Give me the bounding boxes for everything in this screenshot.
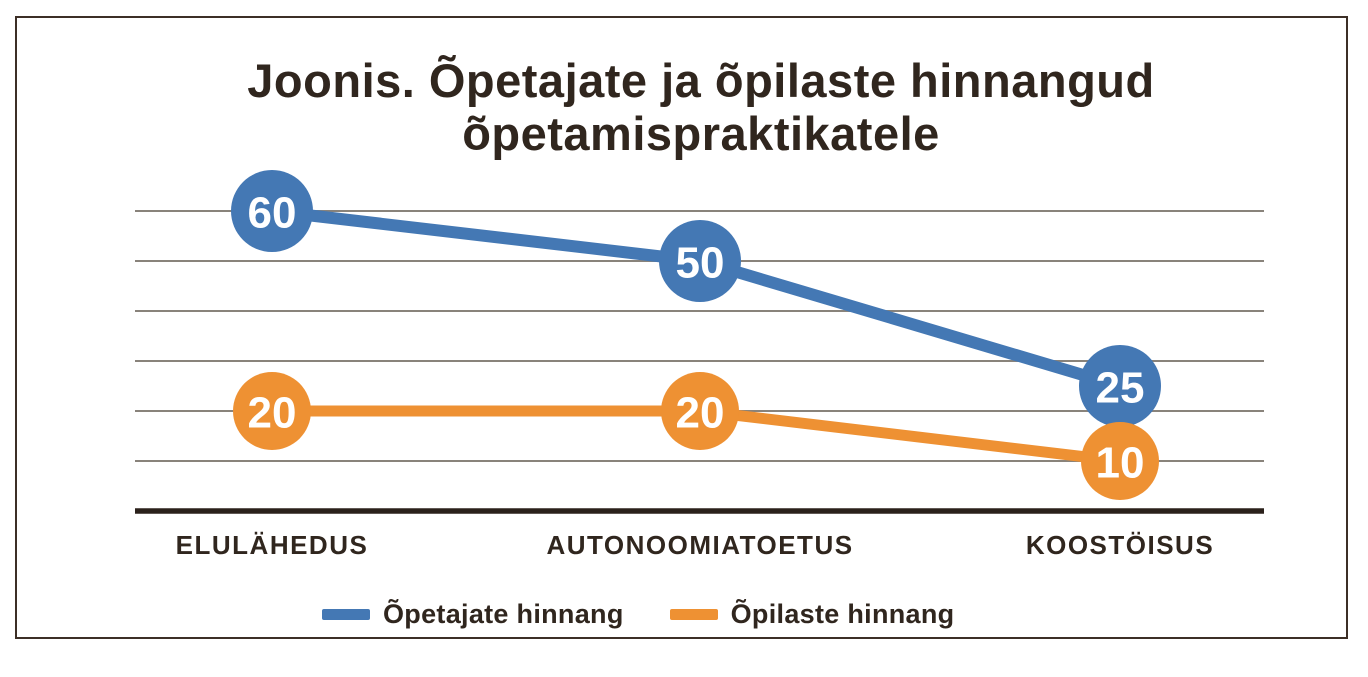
series-line-1 bbox=[266, 405, 1126, 467]
x-axis-label-1: AUTONOOMIATOETUS bbox=[546, 530, 853, 560]
data-point-label: 20 bbox=[248, 389, 297, 438]
x-axis-label-2: KOOSTÖISUS bbox=[1026, 530, 1214, 560]
data-point-label: 10 bbox=[1096, 439, 1145, 488]
teachers-series-swatch bbox=[322, 608, 370, 620]
figure-title: Joonis. Õpetajate ja õpilaste hinnangud … bbox=[17, 54, 1368, 160]
data-point-label: 50 bbox=[676, 239, 725, 288]
data-point-marker bbox=[1079, 345, 1161, 427]
data-point-marker bbox=[1081, 422, 1159, 500]
data-point-label: 25 bbox=[1096, 364, 1145, 413]
legend-item-teachers: Õpetajate hinnang bbox=[322, 599, 624, 630]
legend-label-teachers: Õpetajate hinnang bbox=[383, 598, 624, 629]
legend-label-students: Õpilaste hinnang bbox=[730, 598, 955, 629]
figure-title-line-2: õpetamispraktikatele bbox=[462, 107, 940, 161]
x-axis-label-0: ELULÄHEDUS bbox=[176, 530, 369, 560]
data-point-label: 20 bbox=[676, 389, 725, 438]
data-point-marker bbox=[659, 220, 741, 302]
data-point-marker bbox=[231, 170, 313, 252]
figure-title-line-1: Joonis. Õpetajate ja õpilaste hinnangud bbox=[247, 54, 1155, 107]
data-point-label: 60 bbox=[248, 189, 297, 238]
legend-item-students: Õpilaste hinnang bbox=[669, 598, 955, 630]
figure-frame: Joonis. Õpetajate ja õpilaste hinnangud … bbox=[15, 16, 1348, 639]
data-point-marker bbox=[661, 372, 739, 450]
chart-legend: Õpetajate hinnang Õpilaste hinnang bbox=[322, 595, 954, 633]
data-point-marker bbox=[233, 372, 311, 450]
series-line-0 bbox=[266, 205, 1126, 392]
students-series-swatch bbox=[669, 608, 718, 620]
